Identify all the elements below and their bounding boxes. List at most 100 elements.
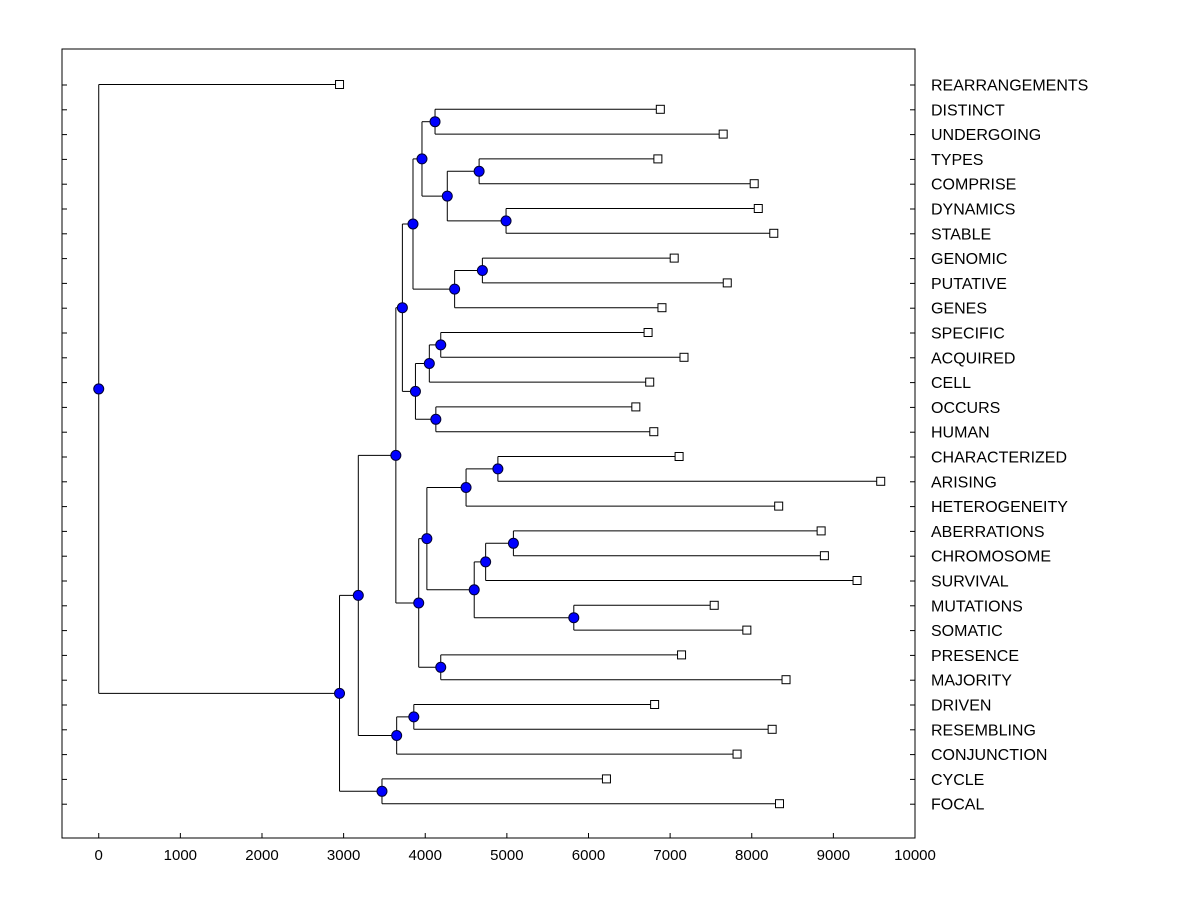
merge-node-m03: [500, 215, 512, 227]
merge-node-m19: [468, 584, 480, 596]
leaf-marker-survival: [852, 576, 862, 585]
merge-node-m08: [407, 218, 419, 230]
leaf-marker-driven: [650, 700, 660, 709]
leaf-marker-cycle: [601, 774, 611, 784]
merge-node-m22: [413, 597, 425, 609]
leaf-marker-characterized: [674, 452, 684, 461]
leaf-label-arising: ARISING: [931, 474, 997, 491]
merge-node-m01: [429, 116, 441, 128]
leaf-marker-comprise: [749, 179, 759, 189]
leaf-label-characterized: CHARACTERIZED: [931, 450, 1067, 467]
leaf-label-acquired: ACQUIRED: [931, 350, 1015, 367]
x-tick-label-5000: 5000: [490, 847, 523, 864]
merge-node-m04: [441, 190, 453, 202]
merge-node-m10: [423, 358, 435, 369]
leaf-marker-arising: [876, 476, 886, 486]
leaf-marker-presence: [677, 650, 687, 660]
leaf-label-driven: DRIVEN: [931, 698, 991, 715]
merge-node-m26: [352, 589, 364, 601]
merge-node-m06: [476, 265, 488, 276]
leaf-marker-distinct: [655, 104, 665, 114]
leaf-label-focal: FOCAL: [931, 797, 984, 814]
x-tick-label-8000: 8000: [735, 847, 768, 864]
plot-frame: [61, 48, 916, 839]
leaf-marker-conjunction: [732, 749, 742, 759]
leaf-label-specific: SPECIFIC: [931, 326, 1005, 343]
leaf-label-survival: SURVIVAL: [931, 574, 1009, 591]
leaf-label-cycle: CYCLE: [931, 772, 984, 789]
merge-node-m18: [568, 612, 580, 624]
leaf-marker-rearrangements: [335, 80, 345, 89]
merge-node-m28: [334, 687, 346, 699]
leaf-marker-human: [649, 427, 659, 437]
leaf-marker-mutations: [709, 600, 719, 610]
merge-node-m11: [430, 413, 442, 425]
leaf-label-stable: STABLE: [931, 226, 991, 243]
leaf-label-rearrangements: REARRANGEMENTS: [931, 78, 1088, 95]
merge-node-m29: [93, 383, 105, 395]
leaf-label-resembling: RESEMBLING: [931, 722, 1036, 739]
merge-node-m21: [435, 661, 447, 673]
leaf-label-chromosome: CHROMOSOME: [931, 549, 1051, 566]
merge-node-m17: [480, 556, 492, 568]
x-tick-label-2000: 2000: [245, 847, 278, 864]
x-tick-label-9000: 9000: [817, 847, 850, 864]
leaf-label-putative: PUTATIVE: [931, 276, 1007, 293]
x-tick-label-6000: 6000: [572, 847, 605, 864]
x-axis-ticks: [98, 833, 916, 838]
leaf-label-distinct: DISTINCT: [931, 102, 1005, 119]
merge-node-m20: [421, 533, 433, 545]
leaf-marker-chromosome: [819, 551, 829, 561]
leaf-marker-occurs: [631, 402, 641, 412]
x-tick-label-0: 0: [95, 847, 103, 864]
leaf-label-heterogeneity: HETEROGENEITY: [931, 499, 1068, 516]
leaf-marker-aberrations: [816, 526, 826, 536]
leaf-marker-stable: [769, 228, 779, 238]
leaf-labels: REARRANGEMENTS DISTINCT UNDERGOING TYPES COM…: [931, 78, 1088, 814]
x-tick-label-7000: 7000: [653, 847, 686, 864]
leaf-label-dynamics: DYNAMICS: [931, 202, 1015, 219]
merge-node-m16: [507, 537, 519, 549]
x-axis-tick-labels: 0 1000 2000 3000 4000 5000 6000 7000 8000 9000 100…: [95, 847, 936, 864]
leaf-label-conjunction: CONJUNCTION: [931, 747, 1047, 764]
merge-node-m23: [390, 449, 402, 461]
merge-node-m05: [416, 153, 428, 165]
leaf-marker-genomic: [669, 253, 679, 263]
leaf-marker-dynamics: [753, 204, 763, 213]
merge-node-m12: [409, 385, 421, 397]
leaf-marker-undergoing: [718, 129, 728, 139]
leaf-markers: [335, 80, 886, 809]
leaf-marker-majority: [781, 675, 791, 685]
leaf-label-aberrations: ABERRATIONS: [931, 524, 1045, 541]
leaf-marker-cell: [645, 377, 655, 387]
x-tick-label-4000: 4000: [409, 847, 442, 864]
merge-node-m09: [435, 339, 447, 351]
x-tick-label-10000: 10000: [894, 847, 936, 864]
row-ticks: [62, 84, 915, 805]
leaf-marker-focal: [774, 799, 784, 809]
leaf-label-cell: CELL: [931, 375, 971, 392]
merge-nodes: [93, 116, 580, 797]
leaf-label-presence: PRESENCE: [931, 648, 1019, 665]
leaf-marker-genes: [657, 303, 667, 313]
x-tick-label-1000: 1000: [164, 847, 197, 864]
leaf-label-human: HUMAN: [931, 425, 990, 442]
leaf-label-majority: MAJORITY: [931, 673, 1012, 690]
leaf-marker-types: [653, 154, 663, 164]
leaf-marker-heterogeneity: [774, 501, 784, 511]
leaf-marker-somatic: [742, 625, 752, 635]
leaf-marker-putative: [722, 278, 732, 288]
leaf-label-undergoing: UNDERGOING: [931, 127, 1041, 144]
leaf-marker-resembling: [767, 724, 777, 734]
leaf-label-somatic: SOMATIC: [931, 623, 1003, 640]
leaf-label-occurs: OCCURS: [931, 400, 1000, 417]
dendrogram-links: [98, 84, 881, 805]
leaf-label-mutations: MUTATIONS: [931, 598, 1023, 615]
leaf-label-types: TYPES: [931, 152, 983, 169]
leaf-label-genes: GENES: [931, 301, 987, 318]
x-tick-label-3000: 3000: [327, 847, 360, 864]
leaf-marker-specific: [643, 328, 653, 337]
merge-node-m24: [408, 711, 420, 723]
leaf-label-comprise: COMPRISE: [931, 177, 1016, 194]
merge-node-m02: [473, 165, 485, 177]
